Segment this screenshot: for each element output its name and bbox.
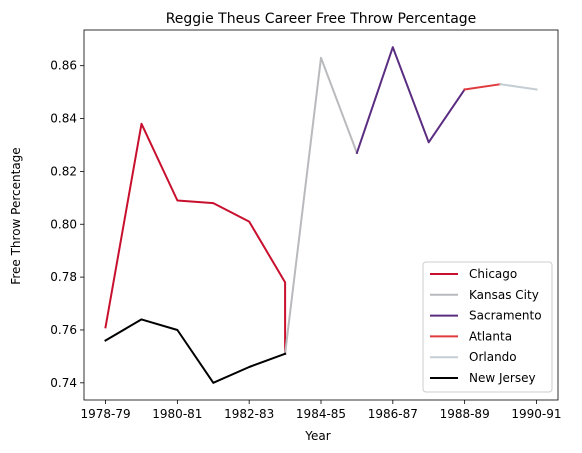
- legend-label: Orlando: [469, 350, 517, 364]
- legend-label: Atlanta: [469, 329, 512, 343]
- series-line-orlando: [499, 83, 538, 91]
- chart-title: Reggie Theus Career Free Throw Percentag…: [166, 11, 477, 27]
- x-tick-label: 1990-91: [511, 407, 561, 421]
- y-tick-label: 0.80: [50, 217, 77, 231]
- legend-label: Sacramento: [469, 309, 542, 323]
- x-tick-label: 1988-89: [440, 407, 490, 421]
- legend: Chicago Kansas City Sacramento Atlanta Orlan…: [422, 261, 553, 393]
- plot-frame: [83, 29, 559, 401]
- series-line-sacramento: [355, 46, 466, 155]
- legend-label: New Jersey: [469, 371, 536, 385]
- y-tick-label: 0.84: [50, 112, 77, 126]
- y-tick-label: 0.74: [50, 376, 77, 390]
- series-layer: [104, 46, 538, 384]
- y-tick-label: 0.78: [50, 270, 77, 284]
- series-line-chicago: [104, 122, 287, 355]
- x-tick-label: 1984-85: [296, 407, 346, 421]
- x-axis-label: Year: [304, 429, 330, 443]
- y-axis-label: Free Throw Percentage: [9, 147, 23, 284]
- x-tick-label: 1980-81: [152, 407, 202, 421]
- y-tick-label: 0.86: [50, 59, 77, 73]
- legend-label: Chicago: [469, 267, 517, 281]
- series-line-atlanta: [463, 83, 502, 91]
- x-tick-label: 1982-83: [224, 407, 274, 421]
- series-line-new-jersey: [104, 318, 287, 384]
- series-line-kansas-city: [283, 56, 359, 355]
- legend-label: Kansas City: [469, 288, 539, 302]
- x-tick-label: 1986-87: [368, 407, 418, 421]
- ticks-layer: 1978-79 1980-81 1982-83 1984-85 1986-87 1988-…: [50, 59, 561, 421]
- x-tick-label: 1978-79: [80, 407, 130, 421]
- y-tick-label: 0.76: [50, 323, 77, 337]
- y-tick-label: 0.82: [50, 164, 77, 178]
